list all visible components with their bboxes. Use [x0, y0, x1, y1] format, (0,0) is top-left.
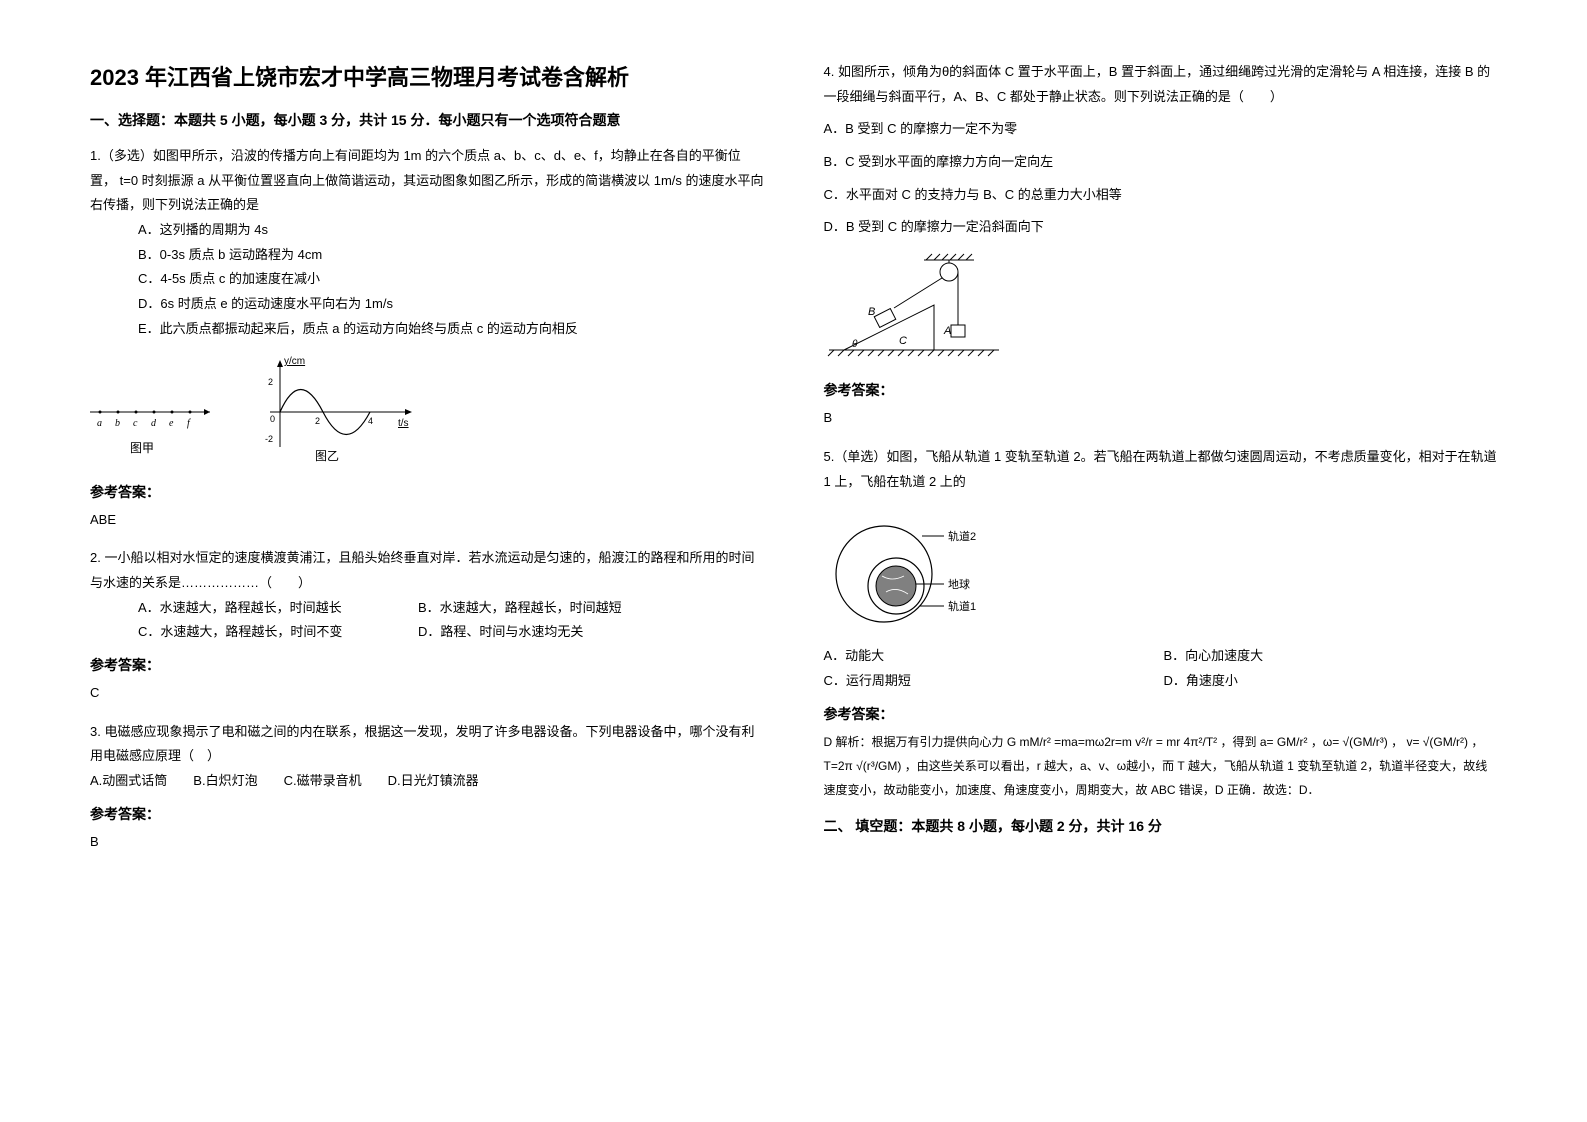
q1-opt-c: C．4-5s 质点 c 的加速度在减小: [90, 267, 764, 292]
svg-text:f: f: [187, 418, 191, 429]
question-5: 5.（单选）如图，飞船从轨道 1 变轨至轨道 2。若飞船在两轨道上都做匀速圆周运…: [824, 445, 1498, 802]
answer-label-4: 参考答案：: [824, 380, 1498, 400]
left-column: 2023 年江西省上饶市宏才中学高三物理月考试卷含解析 一、选择题：本题共 5 …: [90, 60, 764, 1062]
q5-opt-c: C．运行周期短: [824, 669, 1164, 694]
q1-figure: a b c d e f 图甲 y/cm t/s 2 0: [90, 352, 764, 472]
svg-text:b: b: [115, 418, 120, 429]
svg-text:轨道2: 轨道2: [948, 529, 976, 543]
q5-figure: 轨道2 地球 轨道1: [824, 504, 1498, 634]
svg-text:轨道1: 轨道1: [948, 599, 976, 613]
svg-text:A: A: [943, 325, 951, 337]
q5-solution: D 解析：根据万有引力提供向心力 G mM/r² =ma=mω2r=m v²/r…: [824, 730, 1498, 802]
q4-answer: B: [824, 406, 1498, 431]
q4-opt-b: B．C 受到水平面的摩擦力方向一定向左: [824, 150, 1498, 175]
svg-text:e: e: [169, 418, 174, 429]
q3-answer: B: [90, 830, 764, 855]
q2-stem: 2. 一小船以相对水恒定的速度横渡黄浦江，且船头始终垂直对岸．若水流运动是匀速的…: [90, 546, 764, 595]
svg-text:0: 0: [270, 414, 275, 424]
right-column: 4. 如图所示，倾角为θ的斜面体 C 置于水平面上，B 置于斜面上，通过细绳跨过…: [824, 60, 1498, 1062]
q1-stem: 1.（多选）如图甲所示，沿波的传播方向上有间距均为 1m 的六个质点 a、b、c…: [90, 144, 764, 218]
answer-label-3: 参考答案：: [90, 804, 764, 824]
section-1-header: 一、选择题：本题共 5 小题，每小题 3 分，共计 15 分．每小题只有一个选项…: [90, 110, 764, 130]
svg-text:地球: 地球: [948, 577, 970, 591]
question-2: 2. 一小船以相对水恒定的速度横渡黄浦江，且船头始终垂直对岸．若水流运动是匀速的…: [90, 546, 764, 705]
q4-opt-d: D．B 受到 C 的摩擦力一定沿斜面向下: [824, 215, 1498, 240]
svg-text:B: B: [868, 306, 875, 318]
svg-text:2: 2: [268, 377, 273, 387]
answer-label-1: 参考答案：: [90, 482, 764, 502]
svg-text:d: d: [151, 418, 157, 429]
q2-answer: C: [90, 681, 764, 706]
q4-opt-a: A．B 受到 C 的摩擦力一定不为零: [824, 117, 1498, 142]
svg-text:2: 2: [315, 416, 320, 426]
fig-caption-right: 图乙: [315, 449, 339, 463]
question-3: 3. 电磁感应现象揭示了电和磁之间的内在联系，根据这一发现，发明了许多电器设备。…: [90, 720, 764, 855]
svg-text:c: c: [133, 418, 138, 429]
q5-opt-b: B．向心加速度大: [1164, 644, 1264, 669]
q1-opt-a: A．这列播的周期为 4s: [90, 218, 764, 243]
section-2-header: 二、 填空题：本题共 8 小题，每小题 2 分，共计 16 分: [824, 816, 1498, 836]
question-4: 4. 如图所示，倾角为θ的斜面体 C 置于水平面上，B 置于斜面上，通过细绳跨过…: [824, 60, 1498, 431]
svg-text:a: a: [97, 418, 102, 429]
q1-opt-d: D．6s 时质点 e 的运动速度水平向右为 1m/s: [90, 292, 764, 317]
q2-opt-a: A．水速越大，路程越长，时间越长: [138, 596, 418, 621]
svg-text:θ: θ: [852, 339, 858, 350]
q4-figure: A B C θ: [824, 250, 1498, 370]
q1-answer: ABE: [90, 508, 764, 533]
answer-label-2: 参考答案：: [90, 655, 764, 675]
page-title: 2023 年江西省上饶市宏才中学高三物理月考试卷含解析: [90, 60, 764, 92]
q2-opt-c: C．水速越大，路程越长，时间不变: [138, 620, 418, 645]
q5-opt-d: D．角速度小: [1164, 669, 1238, 694]
svg-text:4: 4: [368, 416, 373, 426]
answer-label-5: 参考答案：: [824, 704, 1498, 724]
fig-caption-left: 图甲: [130, 441, 154, 455]
q1-opt-b: B．0-3s 质点 b 运动路程为 4cm: [90, 243, 764, 268]
q4-stem: 4. 如图所示，倾角为θ的斜面体 C 置于水平面上，B 置于斜面上，通过细绳跨过…: [824, 60, 1498, 109]
q2-opt-d: D．路程、时间与水速均无关: [418, 620, 583, 645]
q1-opt-e: E．此六质点都振动起来后，质点 a 的运动方向始终与质点 c 的运动方向相反: [90, 317, 764, 342]
q2-opt-b: B．水速越大，路程越长，时间越短: [418, 596, 622, 621]
q5-opt-a: A．动能大: [824, 644, 1164, 669]
q5-stem: 5.（单选）如图，飞船从轨道 1 变轨至轨道 2。若飞船在两轨道上都做匀速圆周运…: [824, 445, 1498, 494]
svg-text:t/s: t/s: [398, 418, 409, 429]
q3-opts: A.动圈式话筒 B.白炽灯泡 C.磁带录音机 D.日光灯镇流器: [90, 769, 764, 794]
svg-text:y/cm: y/cm: [284, 356, 305, 367]
q3-stem: 3. 电磁感应现象揭示了电和磁之间的内在联系，根据这一发现，发明了许多电器设备。…: [90, 720, 764, 769]
q4-opt-c: C．水平面对 C 的支持力与 B、C 的总重力大小相等: [824, 183, 1498, 208]
svg-text:C: C: [899, 335, 907, 347]
question-1: 1.（多选）如图甲所示，沿波的传播方向上有间距均为 1m 的六个质点 a、b、c…: [90, 144, 764, 532]
svg-text:-2: -2: [265, 434, 273, 444]
